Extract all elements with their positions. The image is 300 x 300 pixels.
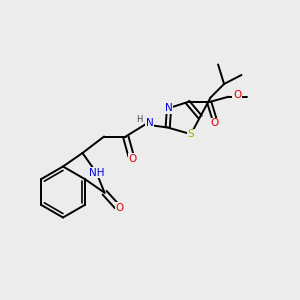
Text: O: O [233,90,241,100]
Text: S: S [188,129,194,139]
Text: NH: NH [89,168,104,178]
Text: N: N [165,103,173,113]
Text: O: O [128,154,137,164]
Text: N: N [146,118,154,128]
Text: O: O [116,203,124,213]
Text: H: H [136,115,143,124]
Text: O: O [210,118,219,128]
